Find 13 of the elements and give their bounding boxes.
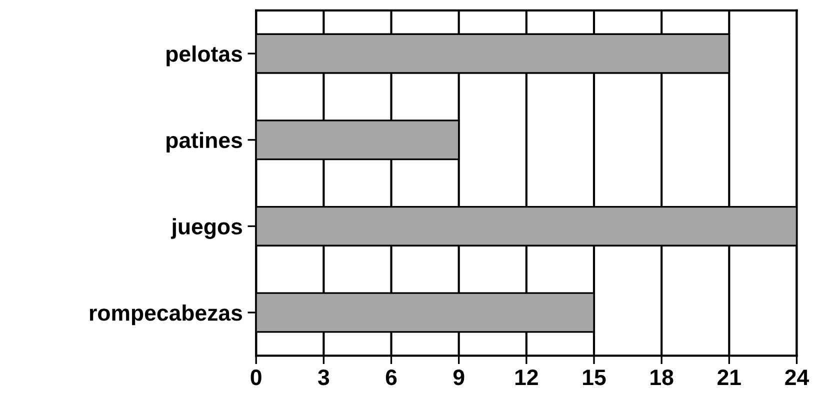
x-tick-label: 3 [318, 369, 330, 386]
y-tick-label: rompecabezas [90, 304, 242, 326]
x-tick-label: 12 [515, 369, 538, 385]
x-tick-label: 6 [386, 369, 397, 386]
x-tick-label: 21 [718, 369, 741, 385]
x-tick-label: 24 [785, 369, 809, 385]
x-tick-label: 9 [453, 369, 464, 386]
y-tick-label: juegos [170, 218, 242, 239]
y-tick-label: pelotas [166, 46, 242, 66]
y-tick-label: patines [166, 132, 242, 153]
x-tick-label: 0 [250, 369, 262, 386]
x-tick-label: 15 [583, 370, 606, 386]
x-tick-label: 18 [650, 369, 674, 386]
